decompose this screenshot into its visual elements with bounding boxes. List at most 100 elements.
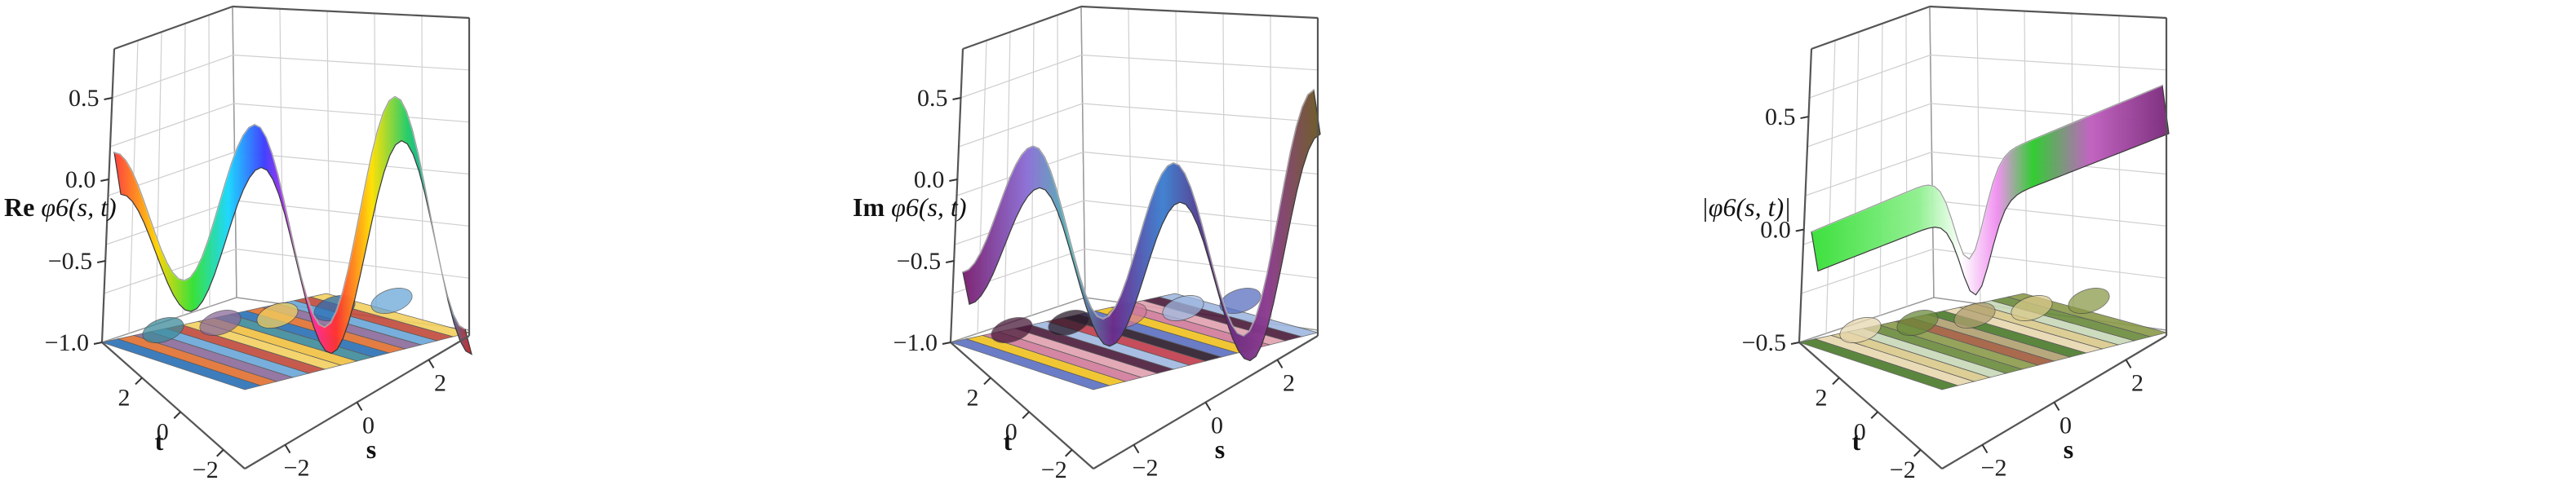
grid-line — [960, 54, 1083, 99]
t-tick-label: 0 — [1854, 418, 1866, 445]
box-edge — [113, 5, 233, 51]
box-edge — [232, 5, 470, 20]
grid-line — [234, 151, 470, 175]
grid-line — [109, 103, 234, 148]
s-tick-label: −2 — [284, 455, 310, 482]
z-tick-mark — [1790, 342, 1800, 345]
floor-contour-blob — [199, 310, 242, 336]
z-tick-label: 0.0 — [914, 166, 945, 193]
t-tick-label: 2 — [967, 384, 979, 411]
t-tick-mark — [1022, 411, 1030, 419]
y-axis-label: t — [1004, 426, 1013, 456]
floor-contour-blob — [2011, 295, 2053, 321]
s-tick-mark — [2053, 401, 2060, 412]
grid-line — [1082, 103, 1319, 123]
z-tick-mark — [949, 179, 958, 182]
z-label-prefix: Im — [853, 192, 891, 222]
s-tick-mark — [428, 359, 435, 368]
grid-line — [235, 200, 470, 227]
box-edge — [1929, 5, 2167, 20]
t-tick-label: 2 — [1816, 384, 1828, 411]
floor-contour-blob — [1839, 317, 1882, 343]
panel-2: 0.50.0−0.5−1.020−220−2t sIm φ6(s, t) — [853, 5, 1321, 483]
grid-line — [1932, 200, 2167, 227]
x-axis-label: s — [1215, 434, 1225, 464]
s-tick-label: −2 — [1981, 455, 2007, 482]
surface-highlight — [113, 95, 466, 330]
z-tick-mark — [952, 97, 961, 100]
grid-line — [1809, 54, 1931, 99]
z-label-function: φ6(s, t) — [891, 192, 966, 222]
grid-line — [1807, 103, 1931, 148]
s-tick-label: −2 — [1133, 455, 1159, 482]
box-edge — [1080, 5, 1319, 20]
panel-3: 0.50.0−0.520−220−2t s|φ6(s, t)| — [1701, 5, 2170, 483]
t-tick-mark — [216, 449, 224, 457]
z-tick-mark — [96, 260, 106, 263]
box-edge — [1798, 342, 1943, 470]
box-edge — [950, 342, 1094, 470]
s-tick-mark — [2125, 359, 2132, 368]
grid-line — [1805, 151, 1932, 196]
t-tick-label: 0 — [157, 418, 169, 445]
s-tick-mark — [1204, 401, 1212, 412]
z-axis-label: Im φ6(s, t) — [853, 192, 966, 222]
z-tick-mark — [942, 342, 951, 345]
z-tick-label: 0.5 — [917, 85, 948, 112]
t-tick-mark — [983, 377, 991, 386]
z-tick-mark — [1800, 116, 1809, 120]
t-tick-mark — [1913, 449, 1922, 457]
back-wall-right — [1080, 6, 1319, 331]
z-tick-label: 0.5 — [1765, 104, 1796, 130]
t-tick-label: 0 — [1005, 418, 1018, 445]
s-tick-label: 0 — [1211, 412, 1223, 439]
s-tick-label: 0 — [2059, 412, 2072, 439]
t-tick-label: −2 — [1041, 457, 1067, 483]
grid-line — [105, 200, 236, 245]
x-axis-label: s — [366, 434, 376, 464]
surface-highlight — [1811, 84, 2163, 261]
grid-line — [1083, 151, 1319, 175]
grid-line — [1081, 54, 1319, 71]
grid-line — [958, 103, 1083, 148]
s-tick-label: 2 — [1283, 369, 1295, 396]
floor-contour-blob — [142, 317, 184, 343]
z-axis-label: |φ6(s, t)| — [1701, 192, 1791, 222]
y-axis-label: t — [155, 426, 164, 456]
s-tick-mark — [284, 444, 291, 454]
z-tick-label: −0.5 — [897, 248, 941, 275]
t-tick-label: 2 — [118, 384, 131, 411]
z-tick-label: 0.0 — [1760, 217, 1791, 244]
z-label-function: φ6(s, t) — [41, 192, 116, 222]
floor-contour-blob — [1896, 310, 1939, 336]
s-tick-label: 2 — [434, 369, 446, 396]
s-tick-label: 0 — [362, 412, 375, 439]
grid-line — [1801, 248, 1934, 294]
s-tick-mark — [1981, 444, 1989, 454]
s-tick-label: 2 — [2131, 369, 2144, 396]
floor-contour-blob — [1219, 288, 1261, 314]
grid-line — [1930, 54, 2167, 71]
t-tick-mark — [1870, 411, 1878, 419]
s-tick-mark — [1276, 359, 1284, 368]
z-tick-label: 0.0 — [65, 166, 96, 193]
z-tick-mark — [93, 342, 103, 345]
box-edge — [1798, 48, 1813, 343]
z-label-function: |φ6(s, t)| — [1701, 192, 1791, 222]
floor-contour-blob — [991, 317, 1033, 343]
t-tick-mark — [173, 411, 181, 419]
z-tick-label: −0.5 — [1742, 329, 1786, 356]
z-tick-label: −1.0 — [45, 329, 89, 356]
z-axis-label: Re φ6(s, t) — [4, 192, 117, 222]
grid-line — [233, 103, 470, 123]
y-axis-label: t — [1852, 426, 1861, 456]
floor-contour-blob — [2068, 288, 2110, 314]
z-tick-label: 0.5 — [69, 85, 100, 112]
box-edge — [1811, 5, 1931, 51]
z-tick-mark — [100, 179, 109, 182]
x-axis-label: s — [2064, 434, 2073, 464]
z-tick-mark — [945, 260, 955, 263]
s-tick-mark — [356, 401, 363, 412]
t-tick-label: −2 — [193, 457, 219, 483]
